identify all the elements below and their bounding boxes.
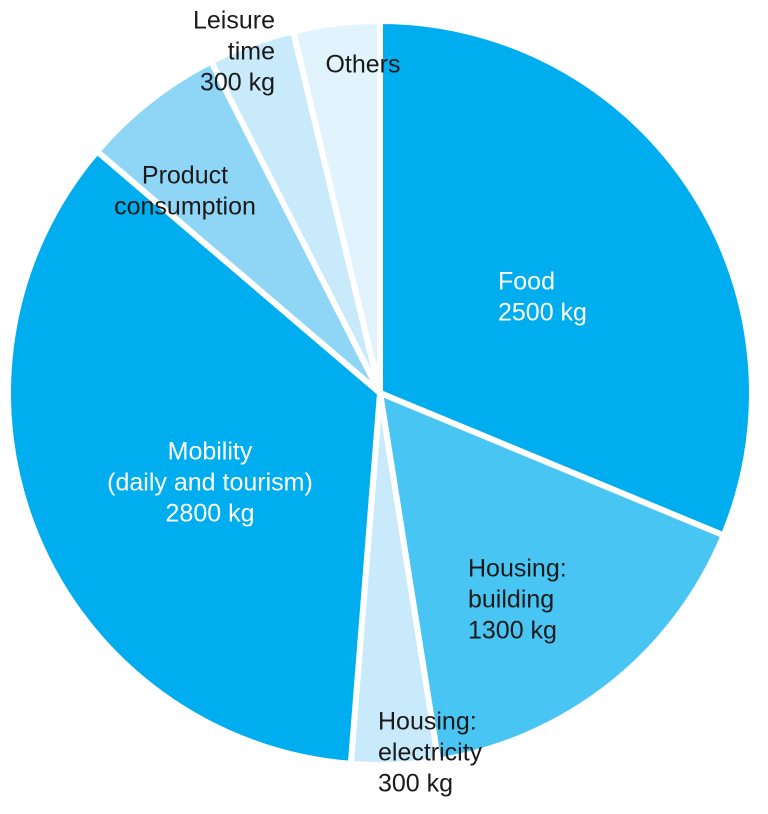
pie-slice bbox=[377, 390, 727, 764]
value-label: 1300 kg bbox=[468, 617, 557, 645]
slice-label: consumption bbox=[114, 193, 256, 221]
slice-label: Leisure bbox=[193, 7, 275, 35]
slice-label: Others bbox=[325, 51, 400, 79]
slice-label: Mobility bbox=[168, 438, 253, 466]
value-label: 300 kg bbox=[378, 770, 453, 798]
value-label: 2500 kg bbox=[498, 299, 587, 327]
slice-label: Housing: bbox=[378, 708, 477, 736]
pie-slice bbox=[377, 18, 755, 539]
slice-label: electricity bbox=[378, 739, 483, 767]
slice-label: (daily and tourism) bbox=[107, 469, 313, 497]
value-label: 2800 kg bbox=[166, 500, 255, 528]
pie-slice bbox=[5, 148, 383, 767]
slice-label: Housing: bbox=[468, 555, 567, 583]
slice-label: time bbox=[228, 38, 275, 66]
slice-label: building bbox=[468, 586, 554, 614]
value-label: 300 kg bbox=[200, 69, 275, 97]
pie-slice bbox=[94, 58, 383, 396]
slice-label: Food bbox=[498, 268, 555, 296]
pie-slice bbox=[290, 18, 383, 396]
slice-label: Product bbox=[142, 162, 228, 190]
